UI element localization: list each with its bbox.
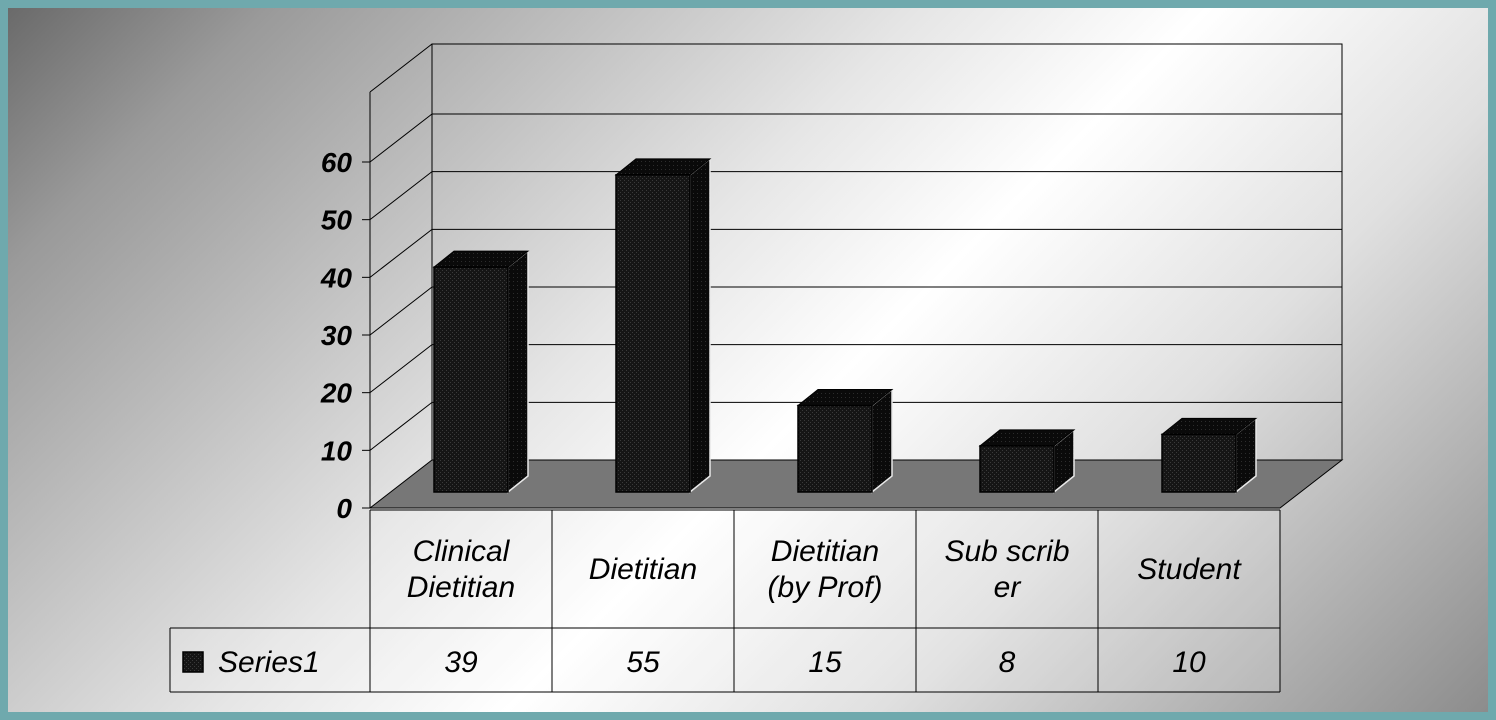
category-label: Student bbox=[1137, 553, 1242, 586]
y-axis-ticks: 0 10 20 30 40 50 60 bbox=[320, 147, 353, 524]
bar-side bbox=[507, 249, 529, 494]
series-name: Series1 bbox=[218, 646, 320, 679]
table-row-bg bbox=[170, 628, 1280, 692]
bar-front bbox=[615, 174, 691, 493]
bars bbox=[432, 157, 1258, 494]
category-label: Clinical Dietitian bbox=[407, 535, 515, 604]
legend-key bbox=[182, 651, 204, 673]
table-header-bg bbox=[370, 510, 1280, 628]
category-label-line: Dietitian bbox=[589, 553, 697, 586]
gridline-side bbox=[369, 344, 433, 394]
bar bbox=[796, 387, 894, 494]
y-tick-label: 40 bbox=[320, 262, 353, 293]
gridline-side bbox=[369, 228, 433, 278]
chart-frame: 0 10 20 30 40 50 60 Clinical Dietitian Dietitian… bbox=[8, 8, 1488, 712]
data-value: 55 bbox=[626, 646, 660, 679]
category-label: Dietitian (by Prof) bbox=[767, 535, 882, 604]
y-tick-label: 20 bbox=[320, 378, 353, 409]
y-tick-label: 10 bbox=[321, 435, 353, 466]
category-label-line: (by Prof) bbox=[767, 571, 882, 604]
back-wall bbox=[431, 43, 1343, 460]
data-value: 8 bbox=[999, 646, 1016, 679]
category-label-line: Dietitian bbox=[771, 535, 879, 568]
y-tick-label: 50 bbox=[321, 205, 353, 236]
data-value: 39 bbox=[444, 646, 478, 679]
chart-walls bbox=[369, 43, 1343, 508]
bar-front bbox=[433, 266, 509, 493]
category-label-line: Dietitian bbox=[407, 571, 515, 604]
category-label: Sub scrib er bbox=[944, 535, 1069, 604]
bar-side bbox=[689, 157, 711, 494]
bar bbox=[978, 428, 1076, 494]
bar-front bbox=[1161, 433, 1237, 493]
gridline-side bbox=[369, 286, 433, 336]
gridline-side bbox=[369, 171, 433, 221]
bar bbox=[1160, 416, 1258, 494]
data-value: 10 bbox=[1172, 646, 1206, 679]
bar-side bbox=[871, 387, 893, 494]
data-value: 15 bbox=[808, 646, 842, 679]
y-tick-label: 60 bbox=[321, 147, 353, 178]
category-label-line: Student bbox=[1137, 553, 1242, 586]
gridline-side bbox=[369, 113, 433, 163]
category-label-line: er bbox=[994, 571, 1022, 604]
side-wall-top bbox=[369, 43, 433, 93]
y-tick-label: 30 bbox=[321, 320, 353, 351]
bar bbox=[614, 157, 712, 494]
category-label-line: Clinical bbox=[413, 535, 511, 568]
y-tick-label: 0 bbox=[336, 493, 352, 524]
bar-front bbox=[979, 445, 1055, 493]
gridline-side bbox=[369, 401, 433, 451]
category-label: Dietitian bbox=[589, 553, 697, 586]
category-label-line: Sub scrib bbox=[944, 535, 1069, 568]
bar-front bbox=[797, 404, 873, 493]
bar bbox=[432, 249, 530, 494]
